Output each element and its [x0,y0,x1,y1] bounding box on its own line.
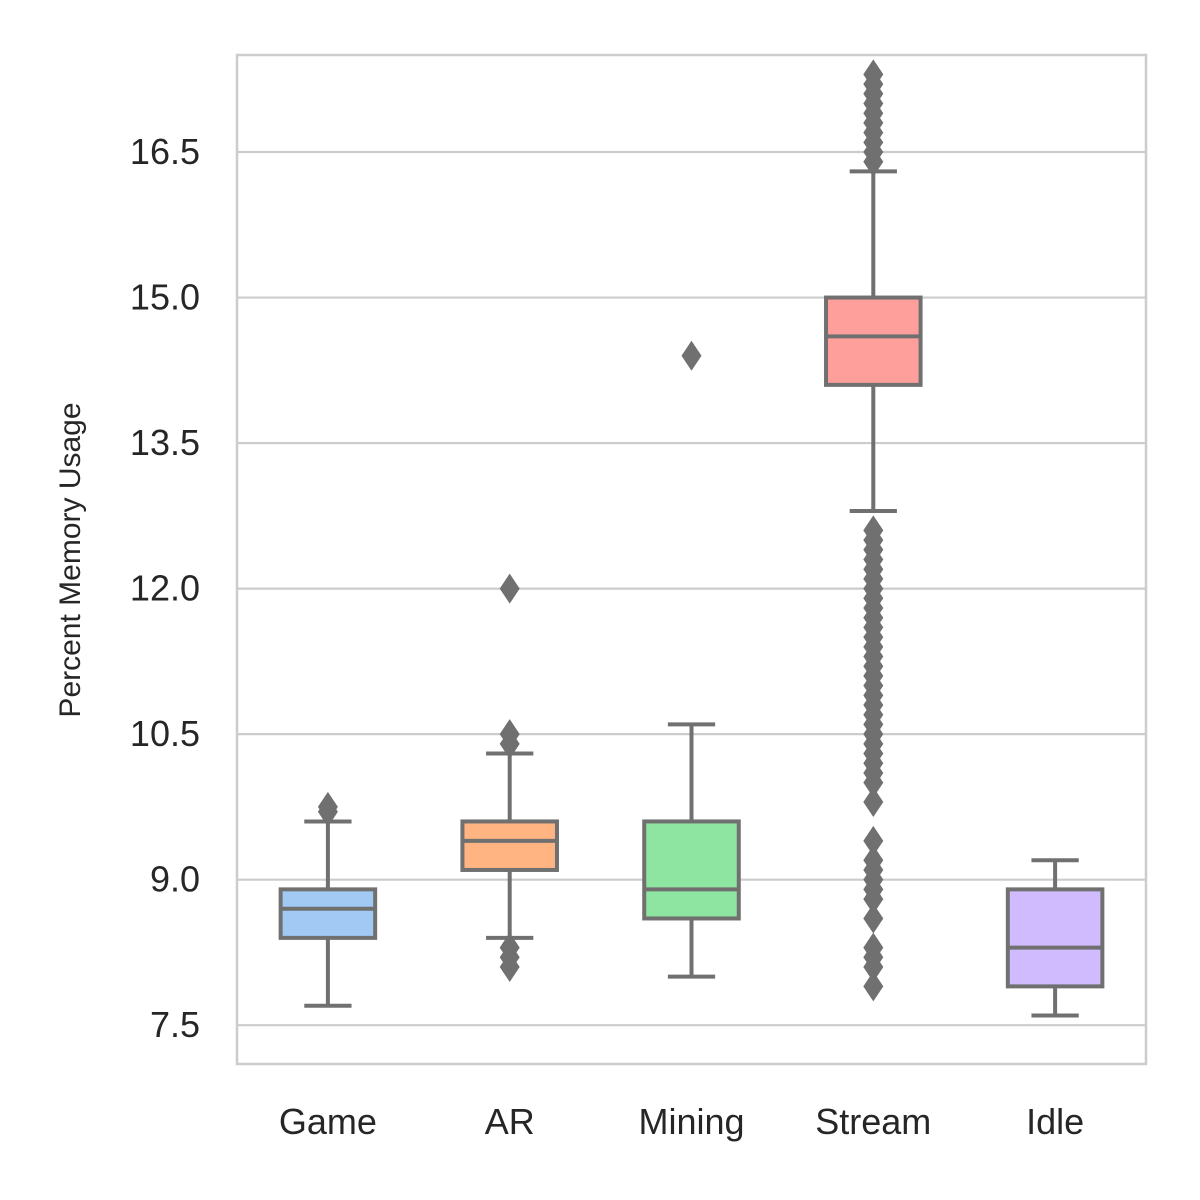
outlier-marker [863,59,884,90]
box-iqr [1005,887,1105,989]
outlier-marker [499,932,520,963]
y-tick-label: 12.0 [130,568,200,609]
outlier-marker [863,787,884,818]
outlier-marker [499,719,520,750]
x-tick-label: Mining [638,1101,744,1142]
x-tick-label: AR [485,1101,535,1142]
x-tick-labels: Game AR Mining Stream Idle [279,1101,1084,1142]
outlier-marker [863,825,884,856]
outlier-marker [863,903,884,934]
plot-frame [235,53,1148,1066]
x-tick-label: Game [279,1101,377,1142]
box-iqr [642,819,741,921]
outlier-marker [863,845,884,876]
x-tick-label: Idle [1026,1101,1084,1142]
box-idle [1005,858,1105,1018]
box-iqr [278,887,378,940]
outlier-marker [863,932,884,963]
outlier-marker [863,515,884,546]
y-axis-label: Percent Memory Usage [54,402,87,717]
outlier-marker [863,971,884,1002]
boxes [278,59,1105,1018]
outlier-marker [499,573,520,604]
y-tick-labels: 7.5 9.0 10.5 12.0 13.5 15.0 16.5 [130,131,200,1045]
outlier-marker [681,340,702,371]
box-iqr [824,295,923,387]
box-mining [642,340,741,979]
y-tick-label: 13.5 [130,422,200,463]
outlier-marker [317,791,338,822]
x-tick-label: Stream [815,1101,931,1142]
box-stream [824,59,923,1002]
box-iqr [460,819,559,872]
y-tick-label: 7.5 [150,1004,200,1045]
y-tick-label: 16.5 [130,131,200,172]
y-tick-label: 9.0 [150,859,200,900]
box-game [278,791,378,1008]
y-tick-label: 10.5 [130,713,200,754]
y-tick-label: 15.0 [130,277,200,318]
box-ar [460,573,559,982]
